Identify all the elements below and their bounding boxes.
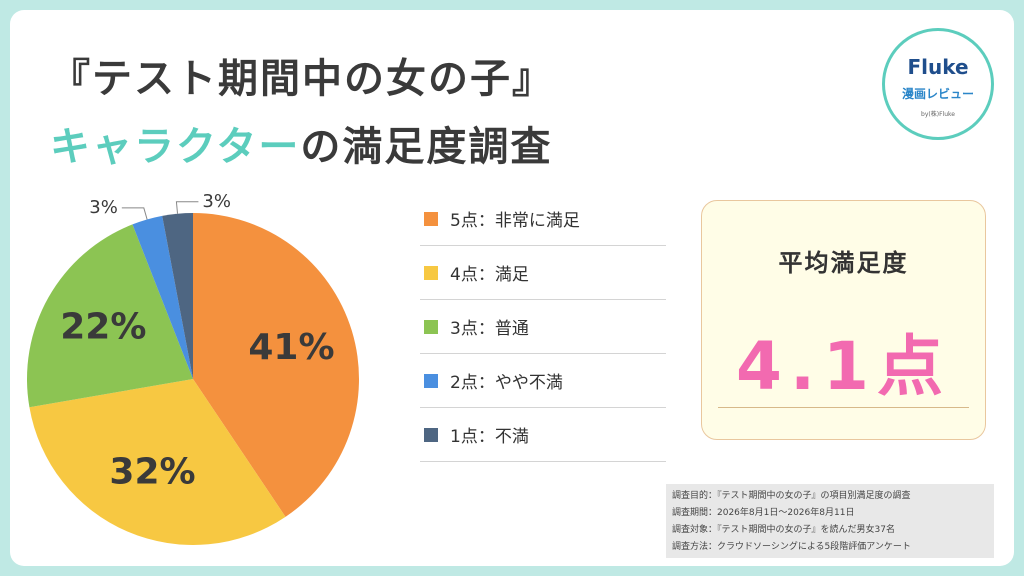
title-accent: キャラクター [50, 124, 301, 170]
legend-swatch-2 [424, 373, 438, 388]
average-title: 平均満足度 [778, 249, 909, 277]
logo-byline: by(株)Fluke [921, 111, 955, 118]
title-line-1: 『テスト期間中の女の子』 [50, 56, 554, 102]
title-line-2: キャラクターの満足度調査 [50, 114, 552, 172]
pie-label-1: 3% [202, 191, 231, 212]
average-value: 4.1点 [736, 328, 951, 405]
leader-line-1 [175, 201, 199, 214]
legend-swatch-4 [424, 265, 438, 280]
fluke-logo: Fluke 漫画レビュー by(株)Fluke [882, 28, 994, 140]
pie-slice-1 [162, 213, 193, 379]
leader-line-2 [121, 207, 148, 220]
pie-label-5: 41% [248, 327, 334, 368]
survey-notes: 調査目的：『テスト期間中の女の子』の項目別満足度の調査 調査期間：2026年8月… [666, 484, 994, 558]
pie-chart: 41% 32% 22% 3% 3% [26, 191, 359, 545]
legend-swatch-5 [424, 211, 438, 226]
legend-swatch-1 [424, 427, 438, 442]
pie-label-3: 22% [60, 306, 146, 347]
survey-target: 調査対象：『テスト期間中の女の子』を読んだ男女37名 [672, 525, 895, 535]
legend-swatch-3 [424, 319, 438, 334]
logo-subtitle: 漫画レビュー [901, 87, 974, 101]
logo-brand: Fluke [907, 55, 969, 79]
pie-slice-5 [193, 213, 359, 517]
pie-label-2: 3% [89, 197, 118, 218]
legend-label: 3点：普通 [450, 319, 529, 339]
title-rest: の満足度調査 [300, 124, 553, 170]
legend-label: 2点：やや不満 [450, 373, 563, 393]
legend: 5点：非常に満足 4点：満足 3点：普通 2点：やや不満 1点：不満 [420, 192, 666, 462]
legend-item: 1点：不満 [420, 408, 666, 462]
legend-item: 5点：非常に満足 [420, 192, 666, 246]
pie-label-4: 32% [109, 452, 195, 493]
legend-item: 2点：やや不満 [420, 354, 666, 408]
legend-label: 1点：不満 [450, 427, 529, 447]
average-satisfaction-box: 平均満足度 4.1点 [701, 200, 986, 440]
legend-label: 5点：非常に満足 [450, 211, 580, 231]
average-underline [718, 407, 969, 408]
legend-item: 4点：満足 [420, 246, 666, 300]
survey-period: 調査期間：2026年8月1日～2026年8月11日 [672, 508, 855, 518]
survey-purpose: 調査目的：『テスト期間中の女の子』の項目別満足度の調査 [672, 491, 911, 501]
legend-label: 4点：満足 [450, 265, 529, 285]
pie-slice-3 [26, 224, 193, 408]
pie-slice-4 [29, 379, 286, 545]
legend-item: 3点：普通 [420, 300, 666, 354]
survey-method: 調査方法：クラウドソーシングによる5段階評価アンケート [672, 542, 911, 552]
pie-slice-2 [132, 215, 193, 379]
